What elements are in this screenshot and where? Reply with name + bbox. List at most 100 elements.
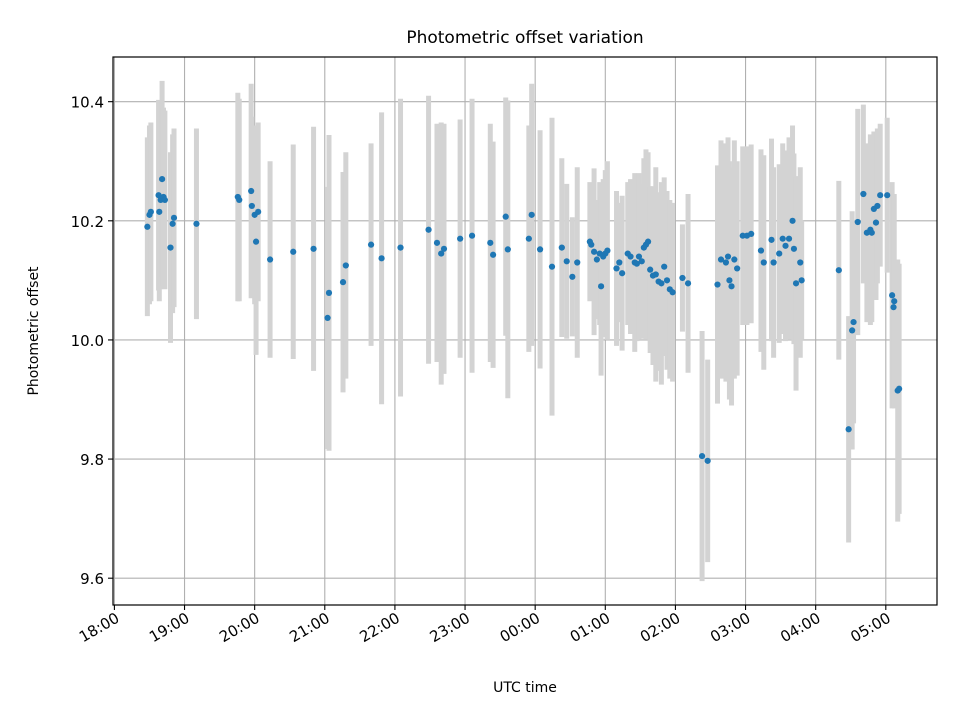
y-tick-label: 10.4 xyxy=(71,94,104,112)
data-point xyxy=(638,258,645,265)
data-point xyxy=(619,270,626,277)
data-point xyxy=(731,256,738,263)
data-point xyxy=(310,245,317,252)
data-point xyxy=(872,219,880,226)
data-point xyxy=(468,232,476,239)
data-point xyxy=(644,238,652,245)
data-point xyxy=(569,273,576,280)
data-point xyxy=(717,256,725,263)
data-point xyxy=(835,267,842,274)
data-point xyxy=(588,241,595,248)
data-point xyxy=(798,277,805,284)
data-point xyxy=(714,281,721,288)
data-point xyxy=(528,211,535,218)
data-point xyxy=(433,239,441,246)
data-point xyxy=(757,247,765,254)
x-axis-label: UTC time xyxy=(493,680,557,696)
data-point xyxy=(590,248,598,255)
data-point xyxy=(425,226,432,233)
data-point xyxy=(776,250,783,257)
data-point xyxy=(663,277,671,284)
data-point xyxy=(457,235,464,242)
data-point xyxy=(652,271,659,278)
data-point xyxy=(890,304,897,311)
data-point xyxy=(548,263,556,270)
data-point xyxy=(156,208,163,215)
data-point xyxy=(613,265,620,272)
data-point xyxy=(161,196,168,204)
data-point xyxy=(768,236,775,243)
data-point xyxy=(724,253,732,260)
data-point xyxy=(324,314,331,321)
data-point xyxy=(397,244,404,251)
data-point xyxy=(169,220,176,227)
data-point xyxy=(734,265,741,272)
data-point xyxy=(158,176,166,183)
data-point xyxy=(193,220,200,227)
data-point xyxy=(891,298,898,305)
data-point xyxy=(597,283,605,290)
data-point xyxy=(790,245,798,252)
data-point xyxy=(792,280,800,287)
data-point xyxy=(248,202,255,210)
data-point xyxy=(877,192,884,199)
data-point xyxy=(635,253,643,260)
data-points xyxy=(144,176,903,464)
data-point xyxy=(558,244,565,251)
data-point xyxy=(797,259,804,266)
y-tick-label: 9.6 xyxy=(80,570,104,588)
data-point xyxy=(726,277,733,284)
data-point xyxy=(378,255,385,262)
data-point xyxy=(849,327,856,334)
data-point xyxy=(290,248,297,255)
data-point xyxy=(627,253,634,260)
data-point xyxy=(155,192,162,199)
data-point xyxy=(722,259,730,266)
data-point xyxy=(536,246,544,253)
y-tick-label: 10.2 xyxy=(71,213,104,231)
data-point xyxy=(339,279,347,286)
data-point xyxy=(616,259,623,266)
data-point xyxy=(782,242,789,249)
data-point xyxy=(252,238,260,245)
data-point xyxy=(728,283,735,290)
data-point xyxy=(884,192,891,199)
data-point xyxy=(874,202,881,210)
data-point xyxy=(704,457,711,464)
data-point xyxy=(440,245,448,252)
plot-frame xyxy=(112,56,938,606)
data-point xyxy=(658,280,665,287)
data-point xyxy=(367,241,375,248)
data-point xyxy=(860,190,867,198)
data-point xyxy=(684,280,692,287)
data-point xyxy=(679,274,686,282)
data-point xyxy=(779,235,786,242)
y-axis-label: Photometric offset xyxy=(26,266,42,396)
y-axis-ticks: 9.6 9.8 10.0 10.2 10.4 xyxy=(71,94,113,588)
data-point xyxy=(889,292,896,299)
chart-title: Photometric offset variation xyxy=(406,28,643,48)
data-point xyxy=(850,318,857,326)
data-point xyxy=(325,289,333,296)
data-point xyxy=(868,229,875,236)
data-point xyxy=(770,259,777,266)
data-point xyxy=(748,230,755,238)
data-point xyxy=(760,259,767,266)
data-point xyxy=(502,213,509,220)
data-point xyxy=(144,223,151,230)
y-tick-label: 9.8 xyxy=(80,451,104,469)
data-point xyxy=(563,258,570,265)
data-point xyxy=(669,289,676,296)
data-point xyxy=(593,256,600,263)
data-point xyxy=(504,246,511,253)
data-point xyxy=(896,385,903,392)
data-point xyxy=(789,217,796,224)
data-point xyxy=(438,250,445,257)
data-point xyxy=(487,239,494,246)
data-point xyxy=(698,452,706,460)
data-point xyxy=(604,247,611,254)
data-point xyxy=(266,256,274,263)
data-point xyxy=(661,263,668,270)
data-point xyxy=(785,235,793,242)
